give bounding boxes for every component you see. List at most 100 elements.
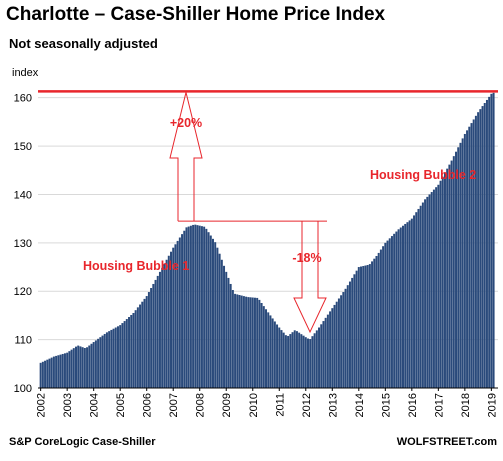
x-tick-label: 2017 — [433, 393, 445, 417]
bar — [289, 334, 292, 388]
bar — [225, 271, 228, 388]
bar — [302, 335, 305, 388]
bar — [238, 295, 241, 388]
bar — [421, 202, 424, 388]
bar — [92, 342, 95, 388]
bar — [463, 133, 466, 388]
bar — [472, 119, 475, 389]
bar — [59, 354, 62, 388]
bar — [293, 330, 296, 388]
bar — [474, 115, 477, 389]
bar — [404, 223, 407, 388]
bar — [435, 187, 438, 388]
bar — [291, 332, 294, 388]
bar — [455, 151, 458, 388]
bar — [265, 309, 268, 388]
bar — [110, 329, 113, 388]
bar — [253, 297, 256, 388]
bar — [143, 298, 146, 388]
bar — [258, 299, 261, 388]
bar — [304, 337, 307, 388]
bar — [236, 294, 239, 388]
bar — [461, 138, 464, 388]
bar — [360, 266, 363, 388]
x-tick-label: 2002 — [36, 393, 48, 417]
bar — [139, 304, 142, 388]
bar — [55, 355, 58, 388]
bar — [170, 251, 173, 388]
bar — [141, 301, 144, 388]
bar — [337, 298, 340, 388]
y-tick-label: 110 — [14, 335, 32, 347]
bar — [437, 184, 440, 388]
bar — [329, 311, 332, 388]
bar — [75, 346, 77, 388]
bar — [125, 319, 128, 388]
bar — [128, 317, 131, 388]
chart-subtitle: Not seasonally adjusted — [9, 36, 158, 51]
bar — [161, 267, 164, 388]
bar — [276, 324, 279, 388]
bar — [492, 92, 495, 388]
bar — [373, 258, 376, 388]
bar — [163, 263, 166, 388]
bar — [384, 242, 387, 388]
bar — [419, 205, 422, 388]
bar — [181, 234, 184, 388]
bar — [439, 180, 442, 388]
bar — [311, 336, 314, 388]
bar — [223, 265, 226, 388]
bar — [105, 332, 108, 388]
bar — [446, 168, 449, 388]
bar — [344, 288, 347, 388]
bar — [231, 290, 234, 388]
bar — [406, 222, 409, 388]
bar — [203, 226, 206, 388]
x-tick-label: 2014 — [354, 393, 366, 417]
x-tick-label: 2008 — [195, 393, 207, 417]
bar — [94, 340, 97, 388]
bar — [351, 277, 354, 388]
bar — [39, 362, 42, 388]
bubble2-label: Housing Bubble 2 — [370, 168, 476, 182]
bar — [101, 335, 104, 388]
bar — [156, 275, 159, 388]
bar — [306, 338, 309, 388]
bar — [452, 156, 455, 388]
bubble1-label: Housing Bubble 1 — [83, 259, 189, 273]
x-tick-label: 2011 — [274, 393, 286, 417]
bar — [395, 231, 398, 388]
bar — [185, 227, 188, 388]
bar — [428, 194, 431, 388]
bar — [66, 352, 69, 388]
bar — [432, 189, 435, 388]
bar — [424, 199, 427, 388]
bar — [430, 192, 433, 388]
bar — [300, 334, 303, 388]
fall-label: -18% — [292, 251, 321, 265]
y-tick-label: 150 — [14, 141, 32, 153]
bar — [245, 296, 248, 388]
bar — [90, 343, 93, 388]
bar — [251, 297, 254, 388]
bar — [315, 330, 318, 388]
bar — [172, 247, 175, 388]
bar — [130, 315, 133, 388]
bar — [457, 147, 460, 388]
bar — [88, 345, 91, 388]
bar — [340, 295, 343, 388]
y-tick-label: 140 — [14, 189, 32, 201]
bar — [189, 225, 192, 388]
bar — [346, 285, 349, 388]
y-tick-label: 160 — [14, 93, 32, 105]
bar — [214, 242, 217, 388]
bar — [116, 326, 119, 388]
bar — [242, 296, 245, 388]
bar — [260, 303, 263, 388]
bar — [256, 297, 259, 388]
bar — [247, 297, 250, 388]
bar — [333, 304, 336, 388]
bar — [68, 351, 71, 388]
bar — [269, 315, 272, 388]
